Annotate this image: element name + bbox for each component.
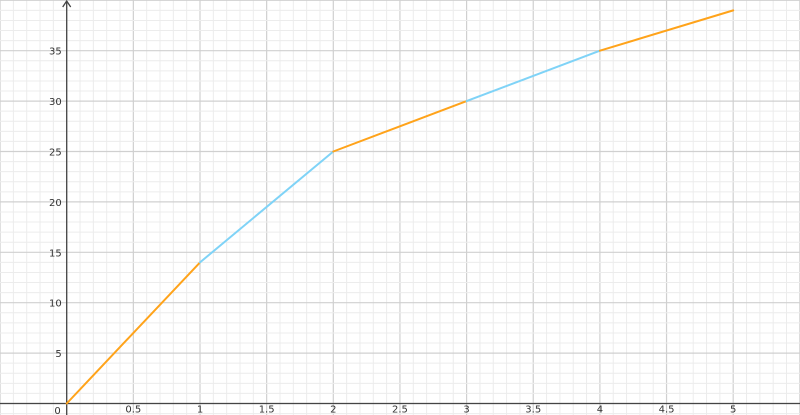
y-axis-arrow-icon — [62, 0, 72, 8]
x-tick-label: 3.5 — [525, 405, 541, 415]
y-tick-label: 30 — [49, 97, 62, 108]
y-tick-label: 25 — [49, 148, 62, 159]
x-tick-label: 3 — [463, 405, 469, 415]
origin-label: 0 — [54, 406, 60, 415]
y-tick-label: 10 — [49, 299, 62, 310]
x-tick-label: 1 — [197, 405, 203, 415]
y-tick-label: 5 — [55, 349, 61, 360]
x-tick-label: 5 — [730, 405, 736, 415]
series — [65, 9, 735, 405]
y-tick-label: 20 — [49, 198, 62, 209]
tick-labels: 0.5 1 1.5 2 2.5 3 3.5 4 4.5 5 5 10 15 20 25 30 35 0 — [49, 47, 736, 415]
line-segment — [332, 100, 468, 153]
x-tick-label: 1.5 — [259, 405, 275, 415]
y-tick-label: 35 — [49, 47, 62, 58]
line-segment — [598, 9, 735, 52]
line-segment — [199, 150, 335, 264]
x-tick-label: 4.5 — [659, 405, 675, 415]
y-tick-label: 15 — [49, 248, 62, 259]
x-tick-label: 2.5 — [392, 405, 408, 415]
line-segment — [465, 49, 601, 103]
x-tick-label: 0.5 — [125, 405, 141, 415]
x-tick-label: 4 — [597, 405, 603, 415]
line-segment — [65, 261, 201, 405]
x-tick-label: 2 — [330, 405, 336, 415]
